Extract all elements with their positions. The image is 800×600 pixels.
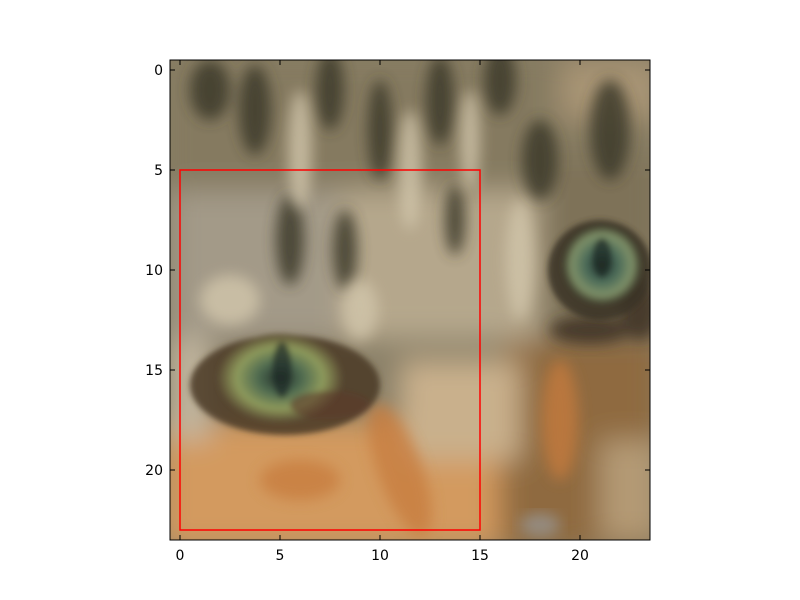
x-axis: 0 5 10 15 20 — [176, 60, 589, 564]
axes-frame — [169, 59, 651, 541]
y-tick-label: 10 — [145, 263, 163, 279]
x-tick-label: 0 — [176, 548, 185, 564]
cat-photo — [170, 60, 650, 540]
x-tick-label: 15 — [471, 548, 489, 564]
x-tick-label: 10 — [371, 548, 389, 564]
y-tick-label: 20 — [145, 463, 163, 479]
annotation-rectangle — [179, 169, 481, 531]
y-tick-label: 15 — [145, 363, 163, 379]
y-tick-label: 5 — [154, 163, 163, 179]
x-tick-label: 20 — [571, 548, 589, 564]
y-axis: 0 5 10 15 20 — [145, 63, 650, 479]
x-tick-label: 5 — [276, 548, 285, 564]
y-tick-label: 0 — [154, 63, 163, 79]
